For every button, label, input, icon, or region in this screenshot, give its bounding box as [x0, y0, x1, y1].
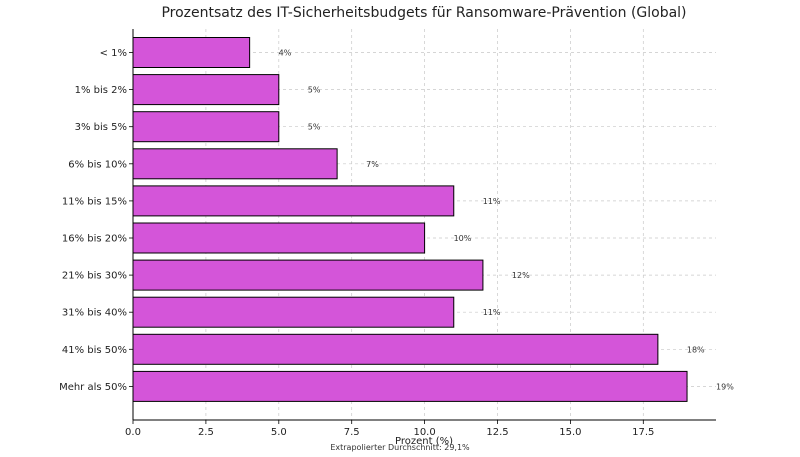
bar: [132, 296, 455, 328]
category-label: 11% bis 15%: [62, 196, 127, 207]
category-label: < 1%: [100, 48, 127, 59]
data-label: 11%: [483, 197, 501, 206]
bar: [132, 259, 484, 291]
category-label: Mehr als 50%: [59, 382, 127, 393]
data-label: 4%: [279, 49, 292, 58]
x-tick-label: 0.0: [125, 427, 141, 438]
category-label: 41% bis 50%: [62, 345, 127, 356]
category-label: 31% bis 40%: [62, 308, 127, 319]
axes: 0.0 2.5 5.0 7.5 10.0 12.5 15.0 17.5 < 1% 1% bis 2…: [59, 29, 716, 438]
bar: [132, 74, 280, 106]
data-label: 10%: [454, 234, 472, 243]
x-tick-label: 12.5: [486, 427, 508, 438]
x-tick-label: 15.0: [559, 427, 581, 438]
data-label: 18%: [687, 345, 705, 354]
data-label: 5%: [308, 86, 321, 95]
x-tick-label: 5.0: [271, 427, 287, 438]
category-label: 6% bis 10%: [68, 159, 127, 170]
x-tick-label: 2.5: [198, 427, 214, 438]
data-label: 12%: [512, 271, 530, 280]
bar: [132, 222, 426, 254]
bar: [132, 148, 338, 180]
bar: [132, 370, 688, 402]
bar: [132, 333, 659, 365]
category-label: 1% bis 2%: [75, 85, 127, 96]
bar: [132, 185, 455, 217]
bars: 4% 5% 5% 7% 11% 10% 12% 11% 18% 19%: [132, 37, 734, 402]
data-label: 19%: [716, 382, 734, 391]
data-label: 7%: [366, 160, 379, 169]
bar: [132, 37, 251, 68]
x-axis-label: Prozent (%): [395, 436, 453, 447]
category-label: 21% bis 30%: [62, 271, 127, 282]
x-tick-label: 17.5: [632, 427, 654, 438]
category-label: 3% bis 5%: [75, 122, 127, 133]
x-tick-label: 7.5: [344, 427, 360, 438]
bar: [132, 111, 280, 143]
x-tick-label: 10.0: [413, 427, 435, 438]
chart-title: Prozentsatz des IT-Sicherheitsbudgets fü…: [161, 5, 686, 21]
data-label: 5%: [308, 123, 321, 132]
data-label: 11%: [483, 308, 501, 317]
category-label: 16% bis 20%: [62, 234, 127, 245]
average-note: Extrapolierter Durchschnitt: 29,1%: [330, 443, 470, 452]
